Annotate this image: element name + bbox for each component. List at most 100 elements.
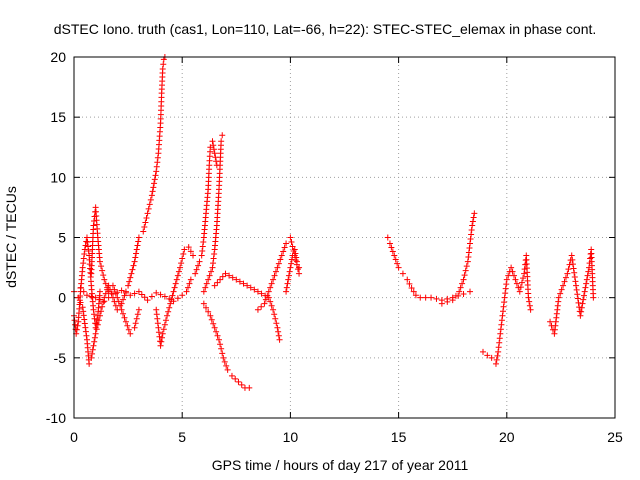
data-point [156,333,163,340]
data-point [91,334,98,341]
data-point [580,292,587,299]
data-point [102,280,109,287]
data-point [582,284,589,291]
x-tick-label: 0 [70,429,78,445]
x-axis-label: GPS time / hours of day 217 of year 2011 [212,457,469,473]
data-point [265,288,272,295]
data-point [218,345,225,352]
data-point [571,274,578,281]
data-point [72,321,79,328]
data-point [503,276,510,283]
data-point [114,294,121,301]
data-point [206,272,213,279]
data-point [580,296,587,303]
data-point [268,280,275,287]
series-arc-15 [479,252,534,367]
data-point [246,384,253,391]
data-point [479,348,486,355]
data-point [81,246,88,253]
data-point [202,284,209,291]
data-point [462,267,469,274]
data-point [200,300,207,307]
data-point [155,324,162,331]
data-point [463,263,470,270]
data-point [509,268,516,275]
data-point [152,172,159,179]
data-point [557,290,564,297]
series-arc-12 [283,246,303,295]
data-point [179,255,186,262]
data-point [561,278,568,285]
data-point [511,272,518,279]
data-point [205,308,212,315]
data-point [121,314,128,321]
data-point [193,266,200,273]
data-point [406,280,413,287]
data-point [272,268,279,275]
data-point [296,270,303,277]
data-point [417,294,424,301]
data-point [145,205,152,212]
data-point [85,248,92,255]
data-point [210,320,217,327]
data-point [577,312,584,319]
data-point [520,275,527,282]
data-point [262,296,269,303]
data-point [272,315,279,322]
data-point [210,260,217,267]
data-point [153,168,160,175]
data-point [515,284,522,291]
data-point [134,242,141,249]
data-point [283,288,290,295]
data-point [134,311,141,318]
data-point [209,138,216,145]
data-point [93,326,100,333]
data-point [77,299,84,306]
data-point [208,268,215,275]
data-point [200,239,207,246]
data-point [148,293,155,300]
data-point [277,256,284,263]
data-point [270,276,277,283]
data-point [187,276,194,283]
data-point [161,321,168,328]
data-point [177,264,184,271]
data-point [569,256,576,263]
y-tick-label: 0 [58,290,66,306]
data-point [395,264,402,271]
data-point [96,288,103,295]
data-point [154,159,161,166]
data-point [151,176,158,183]
data-point [497,326,504,333]
data-point [293,258,300,265]
data-point [500,308,507,315]
data-point [208,316,215,323]
data-point [149,188,156,195]
data-point [275,260,282,267]
data-point [285,276,292,283]
data-point [505,272,512,279]
data-point [558,286,565,293]
data-point [468,226,475,233]
data-point [153,289,160,296]
data-point [497,330,504,337]
data-point [135,238,142,245]
data-point [125,282,132,289]
data-point [408,285,415,292]
data-point [560,282,567,289]
data-point [157,342,164,349]
data-point [79,264,86,271]
data-point [526,298,533,305]
data-point [174,272,181,279]
data-point [148,192,155,199]
data-point [117,302,124,309]
series-arc-14 [438,210,478,307]
data-point [169,292,176,299]
data-point [251,286,258,293]
data-point [465,254,472,261]
data-point [83,332,90,339]
data-point [288,256,295,263]
data-point [99,303,106,310]
data-point [92,294,99,301]
series-arc-16 [547,246,597,337]
